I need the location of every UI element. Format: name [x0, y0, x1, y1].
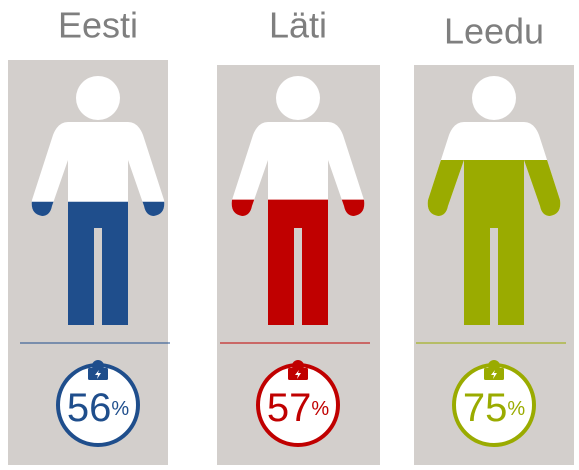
person-fill [427, 160, 561, 325]
value-label: 56% [67, 386, 130, 430]
category-label: Leedu [444, 11, 544, 52]
person-head [472, 76, 516, 120]
battery-icon [288, 360, 308, 380]
person-icon [231, 76, 365, 325]
category-label: Läti [269, 5, 327, 46]
person-fill [31, 201, 165, 325]
person-head [76, 76, 120, 120]
person-head [276, 76, 320, 120]
value-label: 75% [463, 386, 526, 430]
value-label: 57% [267, 386, 330, 430]
category-label: Eesti [58, 5, 138, 46]
person-fill [231, 199, 365, 325]
person-icon [31, 76, 165, 325]
battery-icon [88, 360, 108, 380]
person-icon [427, 76, 561, 325]
battery-icon [484, 360, 504, 380]
